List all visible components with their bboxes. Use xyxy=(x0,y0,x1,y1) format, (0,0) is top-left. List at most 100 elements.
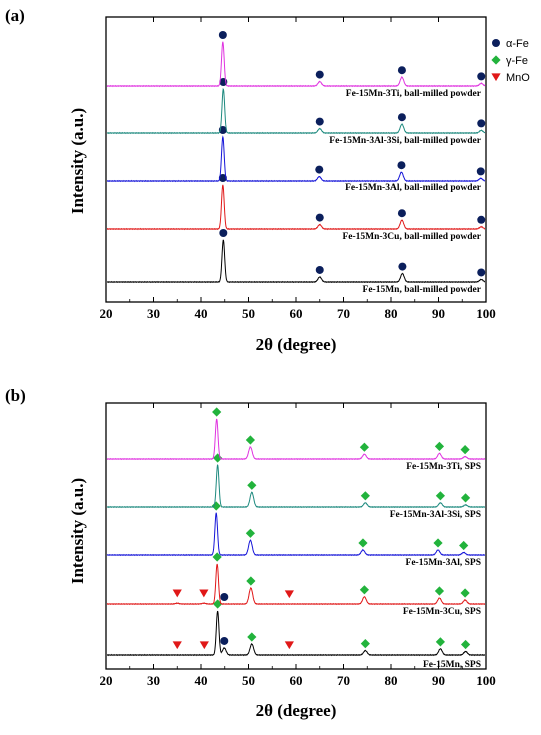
x-axis-title: 2θ (degree) xyxy=(256,701,337,720)
peak-marker-diamond xyxy=(433,538,443,548)
peak-marker-diamond xyxy=(358,538,368,548)
peak-marker-diamond xyxy=(435,491,445,501)
peak-marker-circle xyxy=(315,70,324,79)
peak-marker-diamond xyxy=(247,632,257,642)
series-label: Fe-15Mn-3Al-3Si, ball-milled powder xyxy=(329,136,482,146)
x-tick-label: 40 xyxy=(195,673,208,688)
peak-marker-circle xyxy=(315,265,324,274)
peak-marker-triangle-down xyxy=(284,641,294,650)
x-tick-label: 100 xyxy=(476,673,496,688)
x-tick-label: 70 xyxy=(337,673,350,688)
x-tick-label: 30 xyxy=(147,306,160,321)
legend-label: α-Fe xyxy=(506,38,529,50)
series-1: Fe-15Mn-3Cu, SPS xyxy=(107,552,485,617)
series-line xyxy=(107,41,485,88)
peak-marker-circle xyxy=(315,213,324,222)
series-line xyxy=(107,512,485,557)
series-label: Fe-15Mn-3Al, ball-milled powder xyxy=(345,183,482,193)
x-tick-label: 30 xyxy=(147,673,160,688)
y-axis-title: Intensity (a.u.) xyxy=(68,108,87,214)
peak-marker-circle xyxy=(397,113,406,122)
x-tick-label: 60 xyxy=(290,306,303,321)
series-label: Fe-15Mn-3Al, SPS xyxy=(406,558,481,568)
peak-marker-diamond xyxy=(434,586,445,596)
legend-marker-diamond xyxy=(491,55,501,65)
legend-label: γ-Fe xyxy=(506,55,528,67)
x-tick-label: 80 xyxy=(385,306,398,321)
series-line xyxy=(107,464,485,509)
peak-marker-diamond xyxy=(245,435,255,445)
peak-marker-diamond xyxy=(459,540,469,551)
x-tick-label: 60 xyxy=(290,673,303,688)
x-tick-label: 80 xyxy=(385,673,398,688)
peak-marker-diamond xyxy=(359,585,369,595)
x-tick-label: 50 xyxy=(242,306,255,321)
peak-marker-circle xyxy=(397,209,406,218)
peak-marker-diamond xyxy=(211,501,221,511)
series-2: Fe-15Mn-3Al, SPS xyxy=(107,501,485,568)
series-1: Fe-15Mn-3Cu, ball-milled powder xyxy=(107,174,486,242)
peak-marker-circle xyxy=(219,229,228,237)
series-label: Fe-15Mn-3Ti, ball-milled powder xyxy=(346,89,482,99)
peak-marker-triangle-down xyxy=(172,589,182,598)
series-label: Fe-15Mn-3Al-3Si, SPS xyxy=(390,510,481,520)
peak-marker-circle xyxy=(220,593,229,601)
y-axis-title: Intensity (a.u.) xyxy=(68,478,87,584)
peak-marker-circle xyxy=(476,167,485,176)
peak-marker-diamond xyxy=(212,552,222,562)
series-label: Fe-15Mn-3Ti, SPS xyxy=(406,462,481,472)
peak-marker-diamond xyxy=(460,588,470,598)
series-line xyxy=(107,135,485,183)
legend-marker-circle xyxy=(492,39,500,47)
peak-marker-diamond xyxy=(434,441,445,451)
peak-marker-diamond xyxy=(245,528,255,538)
peak-marker-triangle-down xyxy=(284,590,294,599)
panel-letter: (a) xyxy=(5,6,25,25)
peak-marker-diamond xyxy=(460,445,470,455)
series-label: Fe-15Mn-3Cu, ball-milled powder xyxy=(342,232,481,242)
series-2: Fe-15Mn-3Al, ball-milled powder xyxy=(107,126,485,193)
series-line xyxy=(107,184,485,231)
panel-b: (b) 20 30 40 50 60 70 80 90 100 2θ (degree) Intensi… xyxy=(5,386,496,720)
series-label: Fe-15Mn, SPS xyxy=(423,660,481,670)
plot-frame xyxy=(105,16,487,303)
peak-marker-diamond xyxy=(460,639,471,650)
peak-marker-triangle-down xyxy=(199,589,209,598)
legend-label: MnO xyxy=(506,72,530,84)
legend-marker-triangle-down xyxy=(491,73,501,82)
peak-marker-diamond xyxy=(360,639,370,649)
peak-marker-diamond xyxy=(212,407,222,417)
x-axis-title: 2θ (degree) xyxy=(256,335,337,354)
series-label: Fe-15Mn-3Cu, SPS xyxy=(403,607,481,617)
peak-marker-diamond xyxy=(360,491,370,501)
panel-letter: (b) xyxy=(5,386,26,405)
series-line xyxy=(107,87,485,135)
peak-marker-circle xyxy=(220,636,229,645)
plot-frame xyxy=(105,402,487,670)
peak-marker-circle xyxy=(477,119,486,128)
series-4: Fe-15Mn-3Ti, SPS xyxy=(107,407,485,472)
series-3: Fe-15Mn-3Al-3Si, ball-milled powder xyxy=(107,78,486,146)
series-0: Fe-15Mn, ball-milled powder xyxy=(107,229,486,295)
peak-marker-circle xyxy=(218,174,227,182)
series-4: Fe-15Mn-3Ti, ball-milled powder xyxy=(107,31,486,99)
peak-marker-triangle-down xyxy=(172,641,182,650)
series-line xyxy=(107,239,485,284)
peak-marker-circle xyxy=(477,72,486,81)
peak-marker-diamond xyxy=(460,493,471,503)
peak-marker-circle xyxy=(218,31,227,39)
x-tick-label: 20 xyxy=(100,673,113,688)
peak-marker-circle xyxy=(397,66,406,75)
series-label: Fe-15Mn, ball-milled powder xyxy=(363,285,482,295)
legend: α-Fe γ-Fe MnO xyxy=(491,38,530,84)
peak-marker-circle xyxy=(315,165,324,174)
x-tick-label: 100 xyxy=(476,306,496,321)
x-tick-label: 70 xyxy=(337,306,350,321)
x-tick-label: 90 xyxy=(432,673,445,688)
x-tick-label: 20 xyxy=(100,306,113,321)
x-tick-label: 90 xyxy=(432,306,445,321)
peak-marker-circle xyxy=(397,161,406,170)
peak-marker-diamond xyxy=(246,576,256,586)
series-0: Fe-15Mn, SPS xyxy=(107,599,485,670)
peak-marker-diamond xyxy=(435,637,445,647)
